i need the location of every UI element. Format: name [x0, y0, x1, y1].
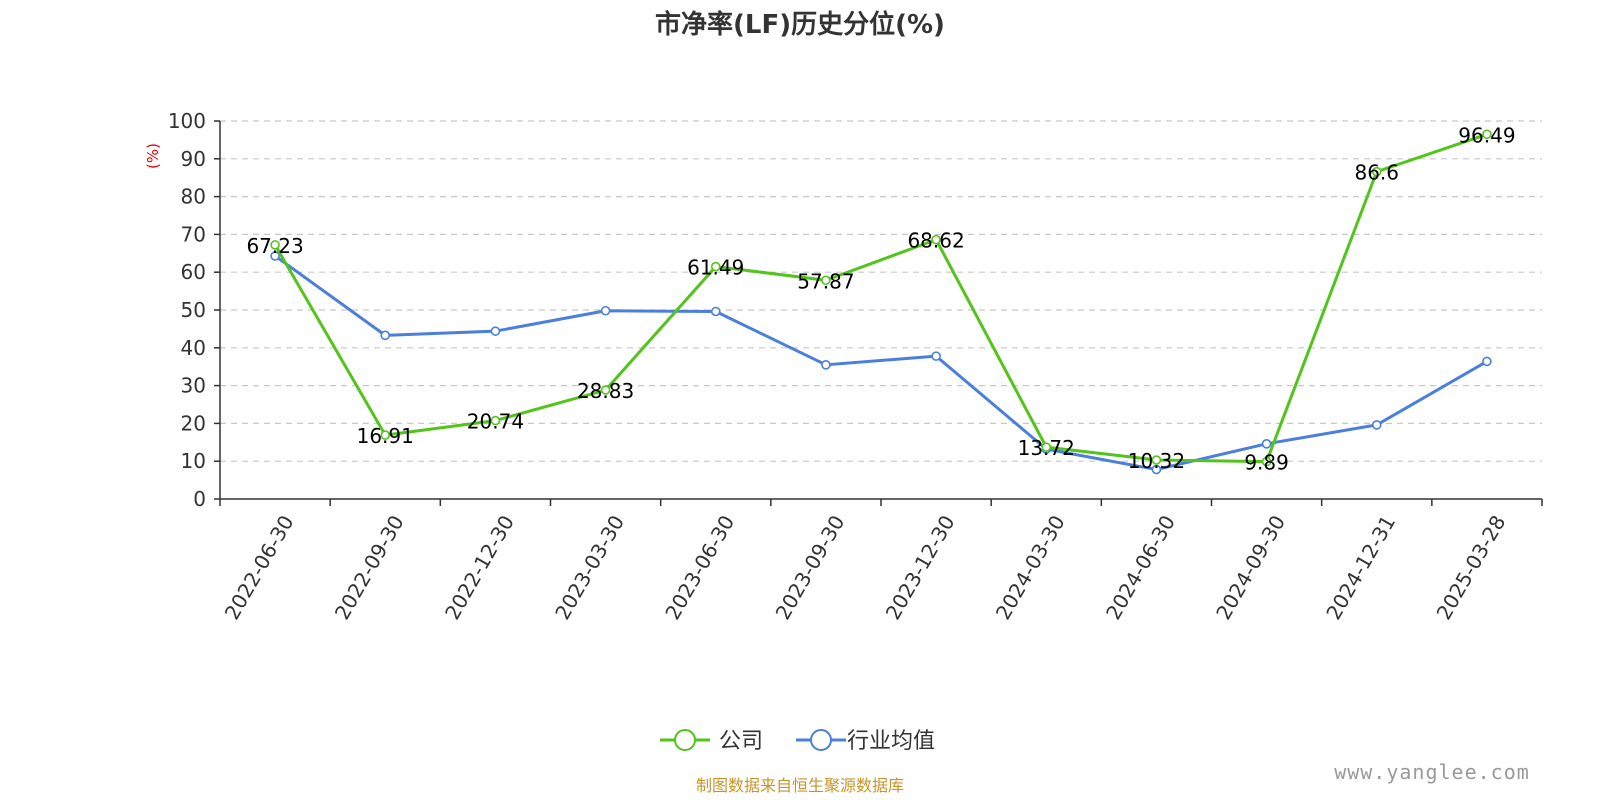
data-label: 61.49 — [687, 256, 744, 280]
data-label: 96.49 — [1458, 123, 1515, 147]
data-point[interactable] — [380, 430, 391, 440]
legend-item-1[interactable]: 行业均值 — [796, 729, 935, 754]
y-axis-unit: (%) — [144, 143, 162, 169]
data-point[interactable] — [1151, 464, 1162, 475]
y-axis: 0 10 20 30 40 50 60 70 80 90 100 — [168, 109, 221, 511]
data-label: 57.87 — [797, 269, 854, 293]
x-tick-label: 2024-09-30 — [1211, 511, 1290, 624]
chart-title: 市净率(LF)历史分位(%) — [655, 9, 945, 40]
data-point[interactable] — [1261, 439, 1272, 449]
y-tick-label: 100 — [168, 109, 206, 133]
series-line-0 — [273, 132, 1488, 464]
x-tick-label: 2024-06-30 — [1101, 511, 1180, 624]
data-label: 86.6 — [1354, 161, 1399, 185]
y-tick-label: 50 — [181, 298, 206, 322]
data-point[interactable] — [1371, 166, 1382, 177]
legend-item-0[interactable]: 公司 — [660, 729, 763, 754]
x-tick-label: 2024-03-30 — [991, 511, 1070, 624]
data-point[interactable] — [1482, 356, 1492, 367]
y-tick-label: 0 — [193, 487, 206, 511]
x-axis: 2022-06-30 2022-09-30 2022-12-30 2023-03-30… — [219, 498, 1543, 624]
x-tick-label: 2025-03-28 — [1432, 511, 1511, 624]
series-layer — [270, 129, 1492, 475]
legend-label: 公司 — [719, 729, 763, 754]
data-point[interactable] — [1151, 455, 1162, 465]
data-label: 16.91 — [357, 424, 414, 448]
data-label: 67.23 — [246, 234, 303, 258]
y-tick-label: 40 — [181, 336, 206, 360]
x-tick-label: 2023-09-30 — [771, 511, 850, 624]
x-tick-label: 2023-06-30 — [660, 511, 739, 624]
y-tick-label: 90 — [181, 147, 206, 171]
source-note: 制图数据来自恒生聚源数据库 — [696, 776, 904, 795]
data-point[interactable] — [821, 275, 831, 286]
data-point[interactable] — [1482, 129, 1492, 140]
y-tick-label: 20 — [181, 411, 206, 435]
data-point[interactable] — [1261, 456, 1272, 467]
x-tick-label: 2024-12-31 — [1321, 511, 1400, 624]
data-point[interactable] — [710, 306, 721, 317]
x-tick-label: 2023-03-30 — [550, 511, 629, 624]
legend-label: 行业均值 — [847, 729, 935, 754]
data-point[interactable] — [600, 385, 611, 395]
legend-marker — [810, 729, 832, 751]
data-label: 10.32 — [1128, 449, 1185, 473]
grid-lines — [220, 120, 1542, 462]
data-point[interactable] — [821, 360, 831, 370]
y-tick-label: 60 — [181, 260, 206, 284]
y-tick-label: 80 — [181, 185, 206, 209]
data-point[interactable] — [490, 415, 501, 426]
data-label: 68.62 — [907, 229, 964, 253]
y-tick-label: 30 — [181, 374, 206, 398]
data-point[interactable] — [270, 240, 280, 250]
y-tick-label: 10 — [181, 449, 206, 473]
data-label: 28.83 — [577, 379, 634, 403]
data-labels: 67.23 16.91 20.74 28.83 61.49 57.87 68.62 13.72… — [246, 123, 1515, 474]
legend[interactable]: 公司 行业均值 — [660, 729, 935, 754]
data-point[interactable] — [600, 305, 611, 316]
data-point[interactable] — [1041, 442, 1052, 452]
data-label: 13.72 — [1018, 436, 1075, 460]
x-tick-label: 2022-09-30 — [330, 511, 409, 624]
data-point[interactable] — [710, 261, 721, 272]
data-point[interactable] — [380, 330, 391, 341]
data-label: 20.74 — [467, 410, 524, 434]
x-tick-label: 2022-06-30 — [220, 511, 299, 624]
data-point[interactable] — [490, 326, 501, 336]
data-label: 9.89 — [1244, 451, 1289, 475]
x-tick-label: 2023-12-30 — [881, 511, 960, 624]
x-tick-label: 2022-12-30 — [440, 511, 519, 624]
series-line-1 — [274, 254, 1488, 472]
data-point[interactable] — [931, 234, 941, 245]
legend-marker — [674, 729, 696, 751]
y-tick-label: 70 — [181, 222, 206, 246]
watermark: www.yanglee.com — [1334, 760, 1530, 784]
data-point[interactable] — [931, 351, 941, 361]
data-point[interactable] — [1371, 420, 1382, 430]
data-point[interactable] — [270, 251, 280, 261]
